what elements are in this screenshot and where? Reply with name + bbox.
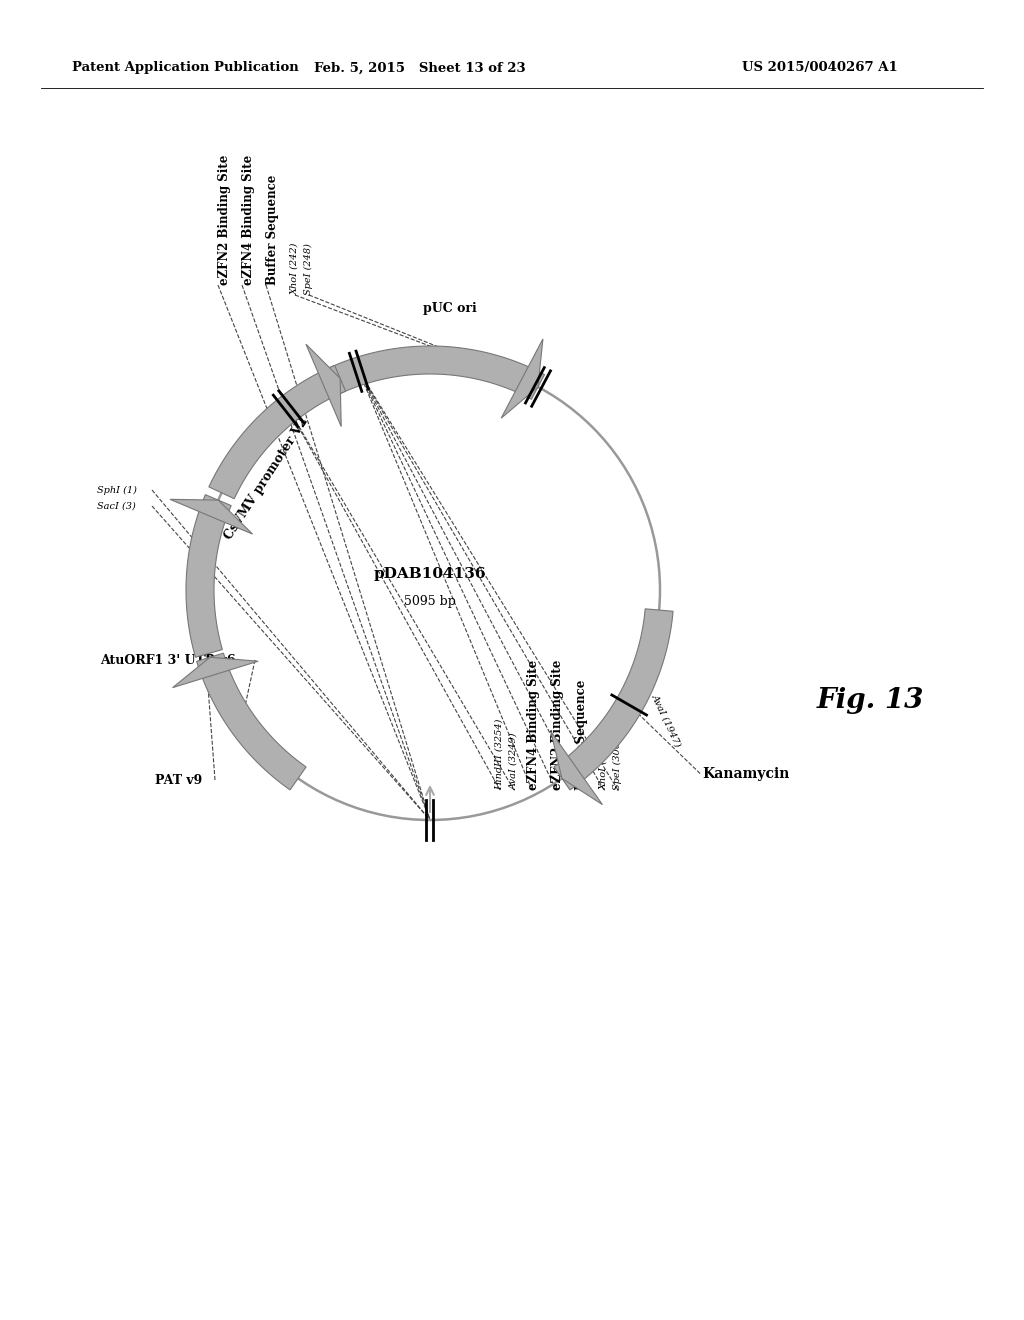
Polygon shape bbox=[173, 657, 258, 688]
Text: AtuORF1 3' UTR v6: AtuORF1 3' UTR v6 bbox=[100, 653, 236, 667]
Text: Fig. 13: Fig. 13 bbox=[816, 686, 924, 714]
Polygon shape bbox=[209, 366, 346, 499]
Text: eZFN4 Binding Site: eZFN4 Binding Site bbox=[242, 154, 255, 285]
Polygon shape bbox=[551, 731, 602, 805]
Text: Buffer Sequence: Buffer Sequence bbox=[575, 680, 588, 789]
Text: SpeI (3003): SpeI (3003) bbox=[613, 731, 623, 789]
Text: eZFN2 Binding Site: eZFN2 Binding Site bbox=[218, 154, 231, 285]
Text: AvaI (1947): AvaI (1947) bbox=[650, 692, 683, 748]
Text: Feb. 5, 2015   Sheet 13 of 23: Feb. 5, 2015 Sheet 13 of 23 bbox=[314, 62, 525, 74]
Text: 5095 bp: 5095 bp bbox=[404, 595, 456, 609]
Text: US 2015/0040267 A1: US 2015/0040267 A1 bbox=[742, 62, 898, 74]
Text: PAT v9: PAT v9 bbox=[155, 774, 203, 787]
Text: SpeI (248): SpeI (248) bbox=[304, 243, 313, 294]
Text: pUC ori: pUC ori bbox=[423, 302, 477, 315]
Text: XhoI (3009): XhoI (3009) bbox=[599, 731, 608, 789]
Text: AvaI (3249): AvaI (3249) bbox=[509, 733, 518, 789]
Polygon shape bbox=[327, 346, 545, 399]
Text: SacI (3): SacI (3) bbox=[97, 502, 136, 511]
Polygon shape bbox=[186, 495, 231, 657]
Text: eZFN4 Binding Site: eZFN4 Binding Site bbox=[527, 660, 540, 789]
Polygon shape bbox=[197, 653, 306, 789]
Polygon shape bbox=[554, 609, 673, 789]
Text: pDAB104136: pDAB104136 bbox=[374, 568, 486, 581]
Polygon shape bbox=[306, 345, 341, 426]
Text: Buffer Sequence: Buffer Sequence bbox=[266, 174, 279, 285]
Polygon shape bbox=[170, 499, 253, 535]
Text: eZFN2 Binding Site: eZFN2 Binding Site bbox=[551, 660, 564, 789]
Polygon shape bbox=[501, 339, 543, 418]
Text: CsVMV promoter V2: CsVMV promoter V2 bbox=[222, 414, 311, 543]
Text: SphI (1): SphI (1) bbox=[97, 486, 137, 495]
Text: Kanamycin: Kanamycin bbox=[702, 767, 790, 780]
Text: Patent Application Publication: Patent Application Publication bbox=[72, 62, 299, 74]
Text: HindIII (3254): HindIII (3254) bbox=[495, 718, 504, 789]
Text: XhoI (242): XhoI (242) bbox=[290, 243, 299, 294]
